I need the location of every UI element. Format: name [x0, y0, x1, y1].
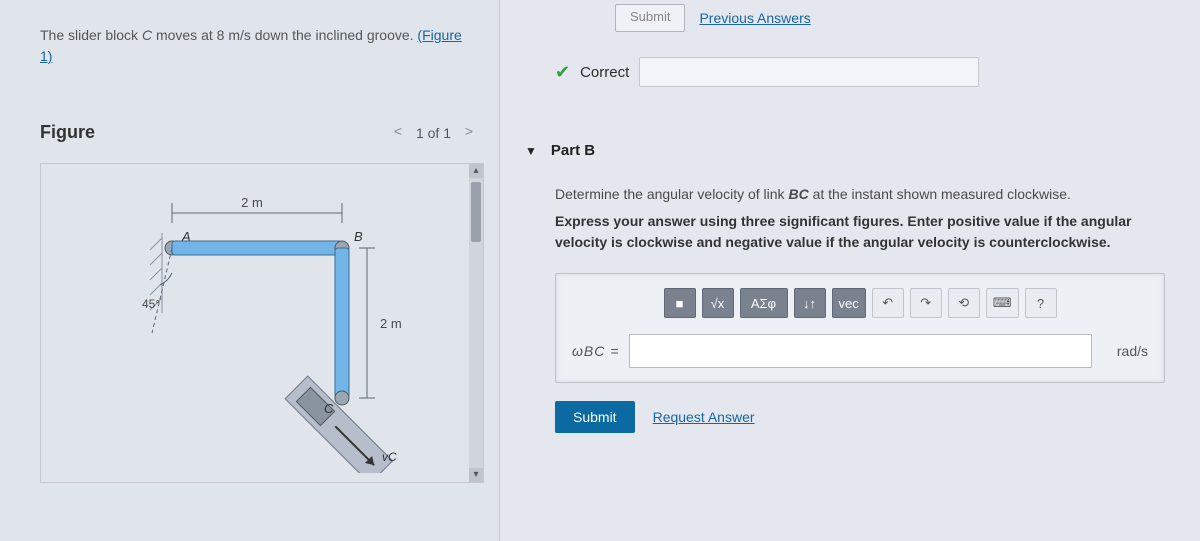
scroll-down-button[interactable]: ▾: [469, 468, 483, 482]
subsup-button[interactable]: ↓↑: [794, 288, 826, 318]
problem-statement: The slider block C moves at 8 m/s down t…: [0, 0, 499, 82]
collapse-icon[interactable]: ▼: [525, 144, 537, 158]
answer-box: ■ √x ΑΣφ ↓↑ vec ↶ ↷ ⟲ ⌨ ? ωBC = rad/s: [555, 273, 1165, 383]
figure-pager: < 1 of 1 >: [388, 123, 479, 143]
correct-label: Correct: [580, 64, 629, 81]
request-answer-link[interactable]: Request Answer: [653, 409, 755, 425]
figure-title: Figure: [40, 122, 95, 143]
problem-var: C: [142, 27, 152, 43]
question-line-2: Express your answer using three signific…: [555, 211, 1165, 253]
problem-text-mid: moves at 8 m/s down the inclined groove.: [152, 27, 417, 43]
label-angle: 45°: [142, 297, 160, 311]
vec-button[interactable]: vec: [832, 288, 866, 318]
question-line-1: Determine the angular velocity of link B…: [555, 184, 1165, 205]
figure-body: 2 m 2 m A B: [40, 163, 484, 483]
dim-top: 2 m: [241, 195, 263, 210]
correct-feedback: ✔ Correct: [525, 57, 1175, 87]
greek-button[interactable]: ΑΣφ: [740, 288, 788, 318]
submit-button[interactable]: Submit: [555, 401, 635, 433]
unit-label: rad/s: [1102, 343, 1148, 359]
left-column: The slider block C moves at 8 m/s down t…: [0, 0, 500, 541]
sqrt-button[interactable]: √x: [702, 288, 734, 318]
question-block: Determine the angular velocity of link B…: [525, 184, 1175, 253]
scroll-thumb[interactable]: [471, 182, 481, 242]
pager-prev-button[interactable]: <: [388, 123, 408, 143]
submit-row: Submit Request Answer: [555, 401, 1175, 433]
figure-header: Figure < 1 of 1 >: [0, 122, 499, 153]
label-vc: vC: [382, 450, 397, 464]
figure-svg: 2 m 2 m A B: [112, 173, 412, 473]
undo-button[interactable]: ↶: [872, 288, 904, 318]
keyboard-button[interactable]: ⌨: [986, 288, 1019, 318]
dim-right: 2 m: [380, 316, 402, 331]
top-button-row: Submit Previous Answers: [525, 0, 1175, 32]
figure-scrollbar[interactable]: ▴ ▾: [469, 164, 483, 482]
variable-label: ωBC =: [572, 343, 619, 359]
scroll-up-button[interactable]: ▴: [469, 164, 483, 178]
correct-value-field: [639, 57, 979, 87]
redo-button[interactable]: ↷: [910, 288, 942, 318]
templates-button[interactable]: ■: [664, 288, 696, 318]
help-button[interactable]: ?: [1025, 288, 1057, 318]
previous-answers-link[interactable]: Previous Answers: [695, 4, 814, 32]
pager-count: 1 of 1: [416, 125, 451, 141]
label-c: C: [324, 401, 334, 416]
label-b: B: [354, 229, 363, 244]
problem-text-prefix: The slider block: [40, 27, 142, 43]
right-column: Submit Previous Answers ✔ Correct ▼ Part…: [500, 0, 1200, 541]
check-icon: ✔: [555, 62, 570, 83]
part-title: Part B: [551, 142, 595, 159]
answer-input-row: ωBC = rad/s: [572, 334, 1148, 368]
equation-toolbar: ■ √x ΑΣφ ↓↑ vec ↶ ↷ ⟲ ⌨ ?: [572, 288, 1148, 326]
reset-button[interactable]: ⟲: [948, 288, 980, 318]
submit-ghost-button[interactable]: Submit: [615, 4, 685, 32]
answer-input[interactable]: [629, 334, 1092, 368]
pager-next-button[interactable]: >: [459, 123, 479, 143]
part-header: ▼ Part B: [525, 142, 1175, 159]
